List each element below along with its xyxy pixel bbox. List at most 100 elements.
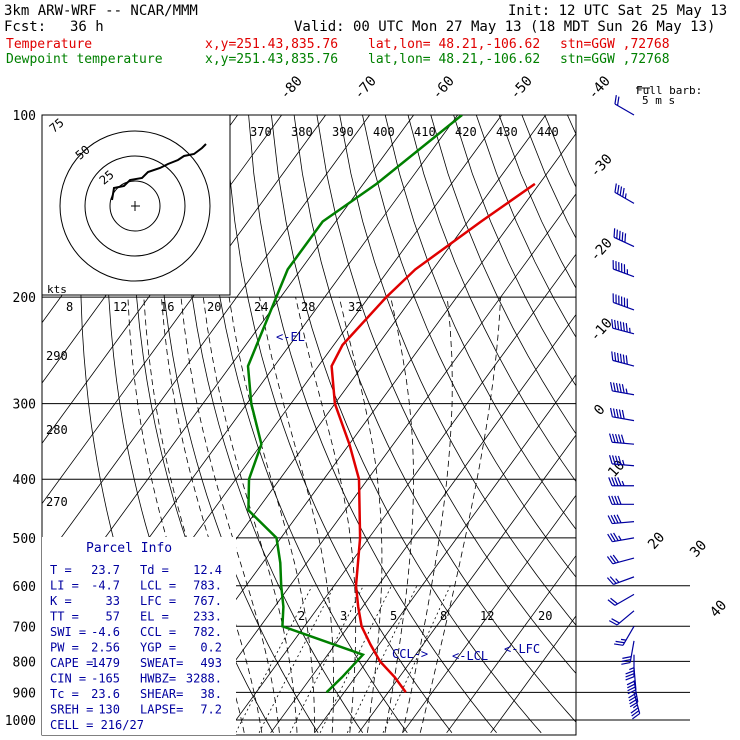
- wind-barb: [621, 640, 635, 665]
- temperature-xy: x,y=251.43,835.76: [205, 37, 339, 52]
- wind-barb-flag: [617, 495, 622, 505]
- barb-legend-line1: Full barb:: [636, 84, 702, 97]
- wind-barb: [608, 433, 635, 445]
- theta-label: 390: [332, 125, 354, 139]
- wind-barb-flag: [610, 533, 616, 542]
- wind-barb-flag: [619, 321, 623, 331]
- ccl-marker: CCL->: [392, 647, 428, 661]
- wind-barb-flag: [609, 381, 613, 392]
- wind-barb-flag: [616, 96, 620, 106]
- wind-barb-flag: [609, 576, 617, 584]
- wind-barb-flag: [618, 383, 622, 393]
- dewpoint-xy: x,y=251.43,835.76: [205, 52, 339, 67]
- wind-barb-flag: [609, 407, 613, 417]
- wind-barb-half-flag: [620, 638, 627, 641]
- wind-barb-staff: [612, 537, 635, 543]
- parcel-info-cell: LFC =: [140, 594, 176, 608]
- isotherm-label: -30: [587, 151, 616, 181]
- wind-barb-flag: [614, 433, 619, 443]
- pressure-tick-label: 800: [13, 655, 36, 670]
- hodograph-ring-outer: [59, 130, 211, 282]
- wind-barb-flag: [617, 434, 622, 444]
- parcel-info-cell: T =: [50, 563, 72, 577]
- wind-barb-flag: [608, 620, 618, 626]
- parcel-info-cell: 767.: [193, 594, 222, 608]
- isotherm-line: [314, 374, 576, 734]
- lfc-marker: <-LFC: [504, 642, 540, 656]
- isotherm-label: 0: [591, 402, 609, 419]
- hodograph: 75 50 25 kts: [41, 114, 231, 296]
- theta-label: 380: [291, 125, 313, 139]
- theta-label: 410: [414, 125, 436, 139]
- parcel-info-cell: CIN =: [50, 672, 86, 686]
- dry-adiabat-line: [339, 115, 576, 626]
- pressure-tick-label: 700: [13, 620, 36, 635]
- dry-adiabat-line: [384, 115, 576, 531]
- dry-adiabat-line: [225, 115, 453, 734]
- moist-adiabat-line: [402, 297, 453, 733]
- wind-barb-flag: [611, 495, 616, 505]
- dry-adiabat-line: [248, 115, 497, 734]
- hodograph-frame: [41, 114, 231, 296]
- isotherm-line: [402, 494, 576, 734]
- dewpoint-latlon: lat,lon= 48.21,-106.62: [368, 52, 541, 67]
- forecast-label: Fcst:: [4, 19, 47, 35]
- theta-label: 370: [250, 125, 272, 139]
- theta-left-label: 270: [46, 495, 68, 509]
- parcel-info-cell: 23.6: [91, 687, 120, 701]
- wind-barb-flag: [632, 713, 641, 720]
- wind-barb-flag: [622, 656, 632, 659]
- wind-barb-flag: [614, 319, 617, 329]
- wind-barb: [608, 477, 634, 487]
- wind-barb-half-flag: [628, 327, 631, 333]
- parcel-info-cell: 493: [200, 656, 222, 670]
- wind-barb: [613, 228, 635, 248]
- pressure-tick-label: 1000: [5, 714, 36, 729]
- wind-barb-staff: [613, 576, 635, 585]
- wind-barb-flag: [617, 455, 622, 465]
- parcel-info-cell: LI =: [50, 579, 79, 593]
- wind-barb-flag: [615, 383, 619, 393]
- wind-barb-staff: [612, 463, 635, 467]
- sounding-profiles: [246, 115, 536, 694]
- parcel-info-cell: 2.56: [91, 641, 120, 655]
- wind-barb-flag: [615, 408, 619, 418]
- moist-adiabat-line: [202, 297, 298, 733]
- wind-barb-staff: [613, 301, 635, 311]
- wind-barb: [607, 532, 635, 543]
- isotherm-line: [42, 115, 326, 505]
- theta-label: 420: [455, 125, 477, 139]
- mixing-ratio-label-bottom: 5: [390, 609, 397, 623]
- moist-adiabat-line: [419, 297, 502, 733]
- parcel-info-cell: SWI =: [50, 625, 86, 639]
- parcel-info-cell: LCL =: [140, 579, 176, 593]
- wind-barb: [607, 514, 635, 525]
- wind-barb-flag: [621, 661, 631, 665]
- parcel-info-cell: 130: [98, 703, 120, 717]
- wind-barb-flag: [625, 673, 635, 678]
- parcel-info-cell: 7.2: [200, 703, 222, 717]
- parcel-info-cell: 3288.: [186, 672, 222, 686]
- dry-adiabat-line: [453, 115, 576, 387]
- wind-barb-flag: [607, 533, 613, 543]
- parcel-info-bg: [42, 537, 236, 735]
- wind-barb-flag: [620, 434, 625, 444]
- wind-barb-staff: [612, 416, 635, 422]
- wind-barb-flag: [613, 532, 619, 541]
- wind-barb-flag: [611, 351, 614, 361]
- isotherm-line: [182, 193, 576, 734]
- wind-barb: [630, 692, 641, 720]
- wind-barb-flag: [621, 232, 624, 242]
- parcel-info-cell: 233.: [193, 610, 222, 624]
- wind-barb-flag: [625, 670, 635, 675]
- pressure-tick-label: 100: [13, 109, 36, 124]
- wind-barb: [608, 610, 635, 626]
- wind-barb-flag: [627, 689, 637, 695]
- wind-barb-flag: [610, 514, 616, 524]
- parcel-info-cell: YGP =: [140, 641, 176, 655]
- dry-adiabat-line: [316, 115, 576, 675]
- wind-barb: [611, 351, 635, 367]
- wind-barb-staff: [614, 593, 635, 606]
- wind-barb-flag: [619, 353, 623, 363]
- mixing-ratio-line: [258, 585, 335, 733]
